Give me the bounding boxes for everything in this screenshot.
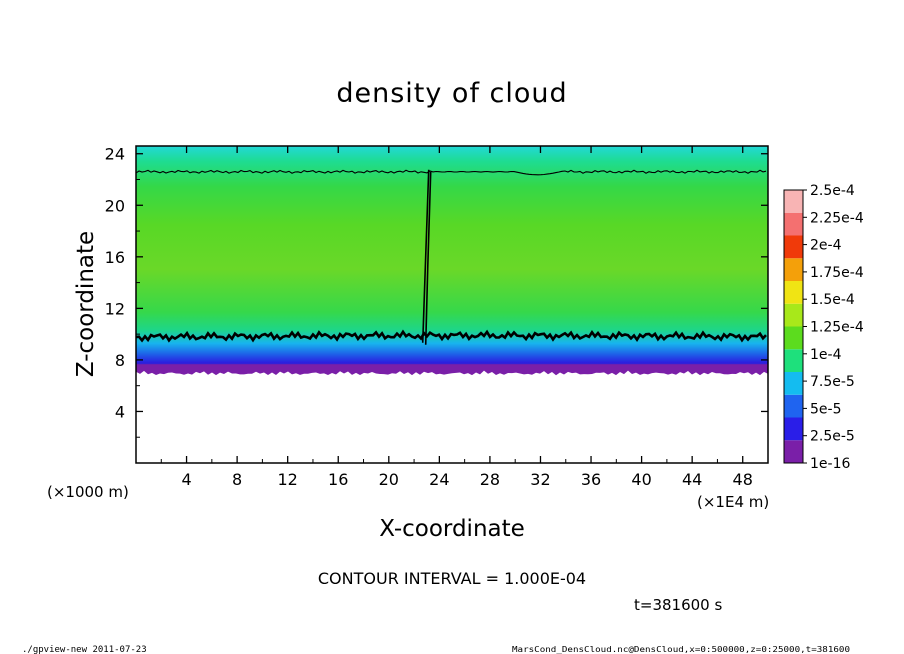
x-tick-label: 4 [181,470,191,489]
y-tick-label: 24 [105,145,125,164]
x-axis: 4 8 12 16 20 24 28 32 36 40 44 48 [160,146,753,489]
x-tick-label: 12 [278,470,298,489]
y-axis: 4 8 12 16 20 24 [105,145,768,438]
colorbar-label: 1e-16 [810,456,850,472]
colorbar-swatch [784,372,803,395]
colorbar-label: 2.5e-4 [810,183,855,199]
colorbar-label: 1e-4 [810,347,842,363]
x-tick-label: 24 [429,470,449,489]
colorbar: 1e-16 2.5e-5 5e-5 7.5e-5 1e-4 1.25e-4 1.5e-4 1.… [783,183,864,472]
y-tick-label: 4 [115,402,125,421]
footer-right: MarsCond_DensCloud.nc@DensCloud,x=0:5000… [512,644,850,654]
colorbar-swatch [784,349,803,372]
footer-left: ./gpview-new 2011-07-23 [22,645,147,654]
y-tick-label: 12 [105,299,125,318]
contour-interval-text: CONTOUR INTERVAL = 1.000E-04 [318,569,586,588]
y-tick-label: 16 [105,248,125,267]
colorbar-label: 2.5e-5 [810,429,855,445]
colorbar-swatch [784,258,803,281]
y-tick-label: 8 [115,351,125,370]
colorbar-swatch [784,394,803,418]
x-tick-label: 20 [379,470,399,489]
colorbar-swatch [784,326,803,350]
x-tick-label: 28 [480,470,500,489]
colorbar-label: 1.75e-4 [810,265,864,281]
x-tick-label: 40 [631,470,651,489]
x-tick-label: 8 [232,470,242,489]
colorbar-swatch [784,235,803,259]
x-tick-label: 44 [682,470,702,489]
y-unit-label: (×1000 m) [47,483,129,501]
time-text: t=381600 s [634,596,722,614]
colorbar-swatch [784,303,803,327]
plume-feature [421,169,432,345]
colorbar-label: 5e-5 [810,401,841,417]
colorbar-label: 1.25e-4 [810,320,864,336]
colorbar-swatch [784,417,803,441]
plot-frame [135,145,769,464]
colorbar-swatch [784,212,803,236]
y-tick-label: 20 [105,196,125,215]
x-tick-label: 16 [328,470,348,489]
colorbar-swatch [784,190,803,213]
cloud-density-field [136,146,768,371]
colorbar-label: 2e-4 [810,238,842,254]
plot-area [136,146,768,463]
colorbar-label: 1.5e-4 [810,292,855,308]
x-tick-label: 48 [733,470,753,489]
x-tick-label: 32 [530,470,550,489]
cloud-bottom-edge [136,364,768,376]
colorbar-label: 7.5e-5 [810,374,855,390]
x-tick-label: 36 [581,470,601,489]
contour-line-lower [136,329,767,343]
x-unit-label: (×1E4 m) [697,493,769,511]
colorbar-label: 2.25e-4 [810,210,864,226]
y-axis-label: Z-coordinate [73,231,99,377]
contour-line-upper [136,169,767,176]
colorbar-swatch [784,281,803,304]
x-axis-label: X-coordinate [379,516,525,542]
colorbar-swatch [784,440,803,463]
chart-title: density of cloud [336,78,567,109]
